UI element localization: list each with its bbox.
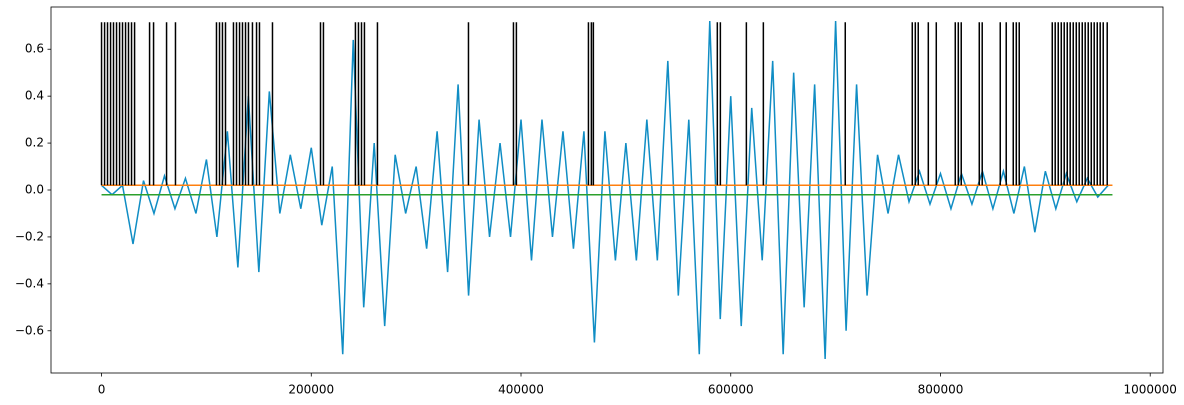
y-tick-label: 0.6	[25, 42, 44, 56]
x-tick-label: 200000	[288, 383, 334, 397]
line-series	[101, 21, 1109, 359]
x-tick-label: 800000	[918, 383, 964, 397]
y-tick-label: 0.0	[25, 183, 44, 197]
y-tick-label: −0.6	[15, 323, 44, 337]
x-tick-label: 400000	[498, 383, 544, 397]
plot-frame	[50, 6, 1164, 374]
x-tick-label: 600000	[708, 383, 754, 397]
x-tick-label: 0	[98, 383, 106, 397]
y-tick-label: 0.4	[25, 89, 44, 103]
y-tick-label: 0.2	[25, 136, 44, 150]
x-tick-label: 1000000	[1123, 383, 1176, 397]
y-tick-label: −0.4	[15, 276, 44, 290]
y-tick-label: −0.2	[15, 229, 44, 243]
